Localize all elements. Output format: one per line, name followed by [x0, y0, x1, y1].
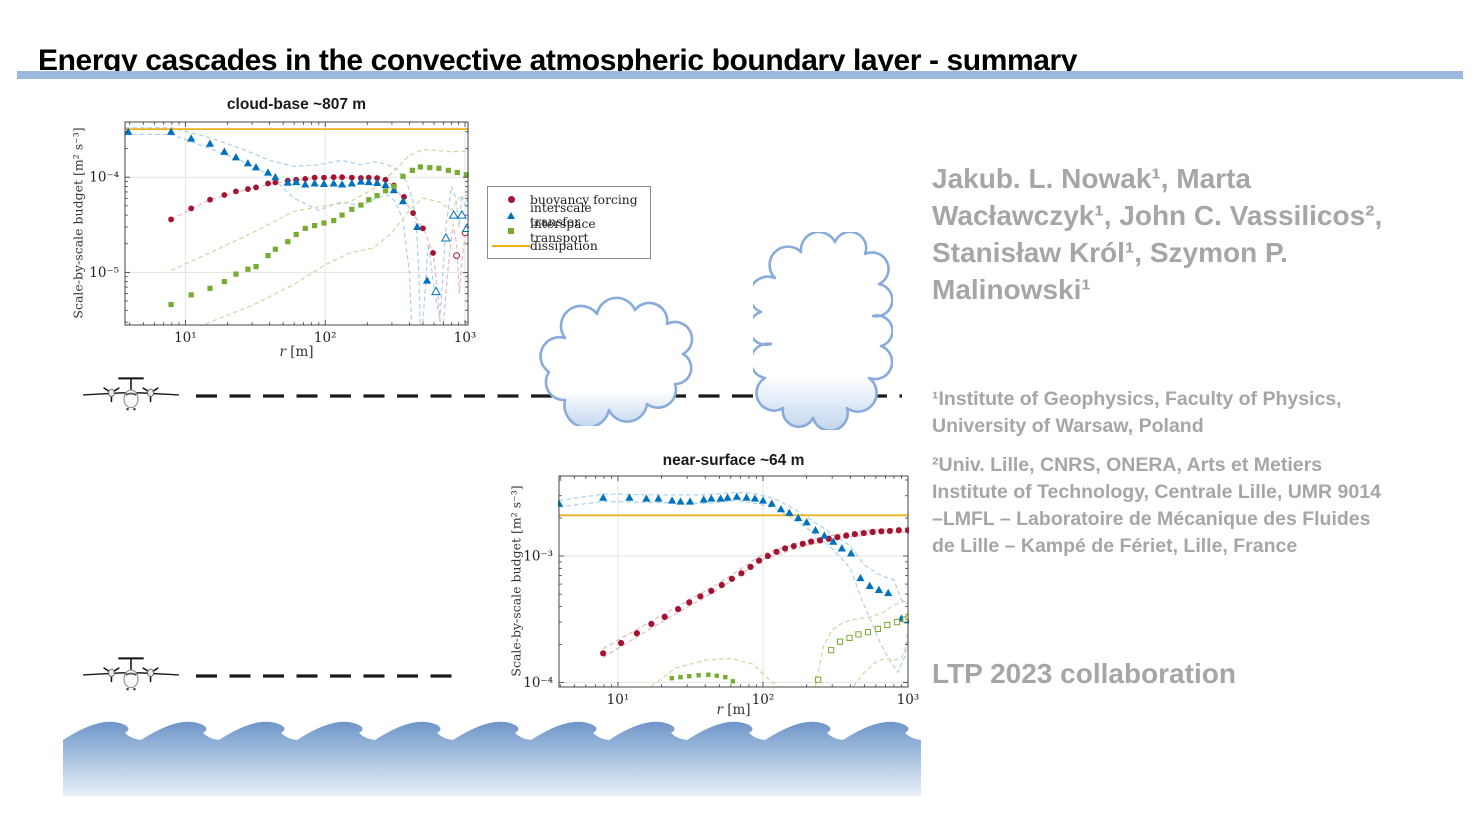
legend-label: interscale transfer [530, 201, 592, 230]
author-line: Stanisław Król¹, Szymon P. [932, 237, 1288, 268]
affiliation-line: University of Warsaw, Poland [932, 415, 1204, 437]
svg-text:10²: 10² [314, 330, 337, 346]
y-axis-label: Scale-by-scale budget [m² s⁻³] [508, 485, 524, 677]
svg-text:10⁻³: 10⁻³ [523, 549, 553, 565]
author-line: Jakub. L. Nowak¹, Marta [932, 163, 1251, 194]
legend-item-dissipation: dissipation [492, 239, 644, 255]
x-axis-unit: [m] [290, 344, 314, 360]
svg-text:10¹: 10¹ [607, 692, 630, 708]
affiliation-warsaw: ¹Institute of Geophysics, Faculty of Phy… [932, 386, 1452, 440]
interspace-marker-icon [507, 227, 515, 234]
airplane-icon [82, 657, 180, 692]
x-axis-label: r [m] [125, 344, 468, 360]
flight-path-line-near-surface [196, 674, 458, 678]
authors-block: Jakub. L. Nowak¹, Marta Wacławczyk¹, Joh… [932, 160, 1452, 308]
svg-text:10⁻⁴: 10⁻⁴ [523, 675, 553, 691]
y-axis-label: Scale-by-scale budget [m² s⁻³] [70, 127, 86, 319]
x-axis-unit: [m] [727, 702, 751, 718]
airplane-icon [82, 377, 180, 412]
cloud-base-plot: 10¹ 10² 10³ 10⁻⁴ 10⁻⁵ [89, 121, 476, 346]
legend-item-buoyancy: buoyancy forcing [492, 192, 644, 208]
affiliation-line: –LMFL – Laboratoire de Mécanique des Flu… [932, 508, 1371, 530]
dissipation-line-icon [492, 245, 530, 248]
cloud-icon-small [539, 296, 694, 426]
affiliation-line: Institute of Technology, Centrale Lille,… [932, 481, 1381, 503]
x-axis-variable: r [716, 702, 723, 718]
svg-text:10³: 10³ [454, 330, 477, 346]
chart-title: near-surface ~64 m [662, 452, 805, 469]
buoyancy-marker-icon [507, 196, 515, 204]
legend-item-interspace: interspace transport [492, 217, 644, 245]
affiliation-line: de Lille – Kampé de Fériet, Lille, Franc… [932, 535, 1298, 557]
cloud-icon-large [753, 232, 893, 430]
svg-text:10²: 10² [752, 692, 775, 708]
x-axis-variable: r [279, 344, 286, 360]
author-line: Malinowski¹ [932, 274, 1091, 305]
svg-text:10⁻⁵: 10⁻⁵ [89, 265, 119, 281]
ocean-waves [63, 721, 921, 796]
legend-label: interspace transport [530, 216, 596, 245]
affiliation-line: ¹Institute of Geophysics, Faculty of Phy… [932, 388, 1342, 410]
affiliation-line: ²Univ. Lille, CNRS, ONERA, Arts et Metie… [932, 454, 1323, 476]
affiliation-lille: ²Univ. Lille, CNRS, ONERA, Arts et Metie… [932, 452, 1452, 560]
near-surface-plot: 10¹ 10² 10³ 10⁻³ 10⁻⁴ [523, 475, 919, 708]
legend-label: buoyancy forcing [530, 192, 638, 207]
svg-text:10⁻⁴: 10⁻⁴ [89, 170, 119, 186]
collaboration-label: LTP 2023 collaboration [932, 658, 1236, 689]
chart-legend: buoyancy forcing interscale transfer int… [487, 186, 651, 259]
legend-label: dissipation [530, 239, 598, 254]
title-underline [17, 71, 1463, 79]
chart-title: cloud-base ~807 m [226, 96, 367, 113]
x-axis-label: r [m] [559, 702, 908, 718]
svg-text:10¹: 10¹ [174, 330, 197, 346]
legend-item-interscale: interscale transfer [492, 201, 644, 229]
interscale-marker-icon [507, 211, 515, 219]
author-line: Wacławczyk¹, John C. Vassilicos², [932, 200, 1383, 231]
svg-text:10³: 10³ [897, 692, 920, 708]
